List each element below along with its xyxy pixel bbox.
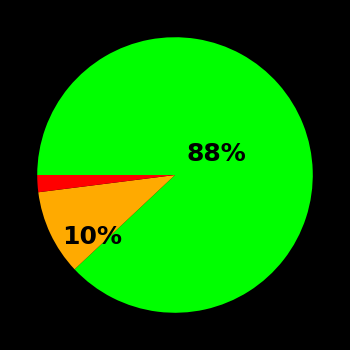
Wedge shape [37,37,313,313]
Wedge shape [37,175,175,192]
Text: 10%: 10% [62,225,122,249]
Text: 88%: 88% [187,142,246,166]
Wedge shape [38,175,175,269]
